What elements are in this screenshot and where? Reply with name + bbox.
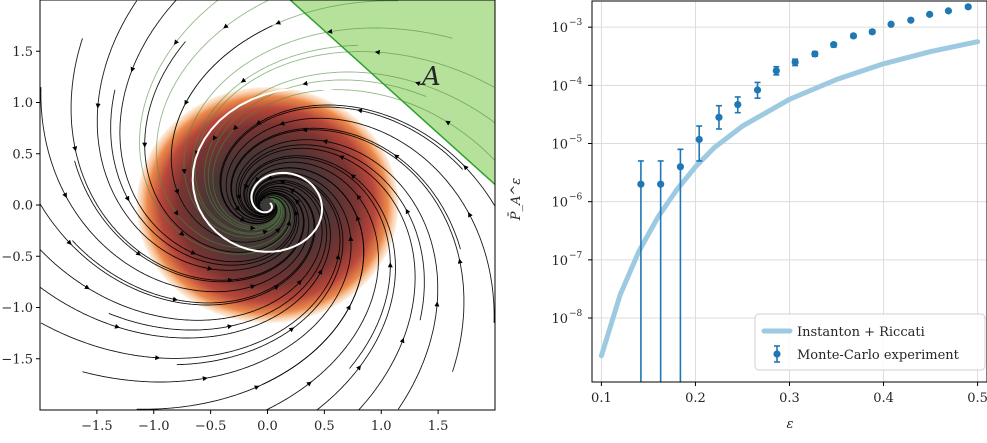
streamline — [231, 129, 465, 372]
y-tick-label: −0.5 — [1, 250, 33, 265]
y-axis-label: P̄_A^ε — [508, 178, 524, 222]
streamline — [40, 183, 323, 321]
mc-point — [676, 163, 685, 171]
x-axis-label: ε — [787, 417, 794, 432]
y-tick-label: 10 — [551, 312, 568, 327]
x-tick-label: 1.5 — [428, 419, 449, 434]
streamline — [244, 157, 391, 369]
streamline — [110, 89, 297, 266]
x-tick-label: 0.2 — [685, 391, 706, 406]
x-tick-label: 0.5 — [314, 419, 335, 434]
mc-point — [772, 67, 780, 75]
x-tick-label: 1.0 — [371, 419, 392, 434]
streamline — [220, 106, 463, 224]
legend-label-montecarlo: Monte-Carlo experiment — [797, 348, 960, 363]
streamline — [246, 161, 379, 410]
streamline — [156, 0, 289, 249]
y-tick-label: −1.5 — [1, 352, 33, 367]
streamline — [194, 51, 495, 234]
streamline — [230, 127, 461, 250]
y-tick-exponent: −8 — [569, 309, 583, 319]
y-tick-exponent: −7 — [569, 251, 583, 261]
streamline — [82, 172, 352, 383]
legend-label-instanton: Instanton + Riccati — [797, 325, 925, 340]
streamline — [248, 167, 365, 385]
streamline — [238, 144, 425, 321]
streamline — [119, 0, 296, 263]
mc-point — [695, 135, 703, 144]
x-tick-label: 0.3 — [779, 391, 800, 406]
streamline — [243, 155, 396, 410]
streamline — [170, 25, 287, 243]
x-tick-label: −1.0 — [138, 419, 170, 434]
x-tick-label: −1.5 — [81, 419, 113, 434]
x-tick-label: 0.0 — [257, 419, 278, 434]
legend-box — [754, 313, 986, 371]
streamline — [176, 175, 344, 366]
density-cloud — [136, 87, 399, 323]
x-tick-label: 0.4 — [873, 391, 894, 406]
mc-point — [637, 180, 645, 188]
mc-point — [907, 16, 915, 24]
y-tick-label: 10 — [551, 254, 568, 269]
instanton-path — [191, 87, 382, 253]
y-tick-label: 10 — [551, 79, 568, 94]
streamline — [72, 186, 315, 304]
mc-point — [849, 32, 858, 40]
probability-panel: 0.1 0.2 0.3 0.4 0.5 10−310−410−510−610−710−8… — [508, 0, 987, 432]
legend-marker-swatch — [773, 350, 781, 358]
streamplot-panel: A −1.5 −1.0 −0.5 0.0 0.5 1.0 1.5 1.5 1.0 0.5 0.0 −… — [1, 0, 496, 434]
y-tick-exponent: −4 — [569, 76, 583, 86]
streamline — [40, 180, 331, 339]
streamline — [225, 117, 495, 323]
y-tick-exponent: −6 — [569, 193, 583, 203]
y-tick-label: 0.5 — [12, 147, 33, 162]
y-tick-label: 1.5 — [12, 45, 33, 60]
y-tick-label: 10 — [551, 138, 568, 153]
y-tick-label: 1.0 — [12, 96, 33, 111]
mc-point — [657, 180, 665, 188]
x-tick-label: 0.5 — [967, 391, 987, 406]
mc-point — [753, 86, 762, 94]
y-tick-label: 10 — [551, 21, 568, 36]
streamline — [204, 71, 495, 230]
streamline — [139, 0, 292, 255]
y-tick-label: −1.0 — [1, 301, 33, 316]
mc-point — [734, 100, 742, 109]
streamline — [40, 87, 310, 293]
streamline — [239, 147, 416, 410]
streamline — [212, 89, 495, 227]
streamline — [219, 104, 495, 225]
mc-point — [868, 28, 876, 36]
streamline — [191, 44, 359, 235]
mc-point — [791, 58, 799, 66]
mc-point — [887, 20, 895, 28]
x-tick-label: 0.1 — [591, 391, 612, 406]
set-a-boundary — [289, 0, 495, 186]
legend: Instanton + Riccati Monte-Carlo experime… — [754, 313, 986, 371]
streamline — [96, 0, 300, 271]
streamline — [74, 160, 305, 283]
y-tick-label: 0.0 — [12, 199, 33, 214]
mc-point — [811, 50, 819, 58]
x-tick-label: −0.5 — [195, 419, 227, 434]
y-tick-label: 10 — [551, 196, 568, 211]
streamline — [70, 38, 304, 281]
streamline — [207, 79, 427, 229]
streamline — [108, 181, 328, 331]
streamline — [183, 27, 453, 238]
instanton-riccati-line — [598, 39, 981, 359]
streamline — [144, 41, 291, 253]
mc-point — [926, 10, 934, 18]
streamline — [235, 139, 439, 410]
mc-point — [964, 3, 972, 11]
y-tick-exponent: −5 — [569, 135, 583, 145]
streamline — [40, 185, 316, 306]
mc-point — [944, 7, 953, 15]
set-a-label: A — [420, 62, 441, 92]
mc-point — [830, 41, 838, 49]
y-tick-exponent: −3 — [569, 18, 583, 28]
mc-point — [715, 113, 723, 121]
